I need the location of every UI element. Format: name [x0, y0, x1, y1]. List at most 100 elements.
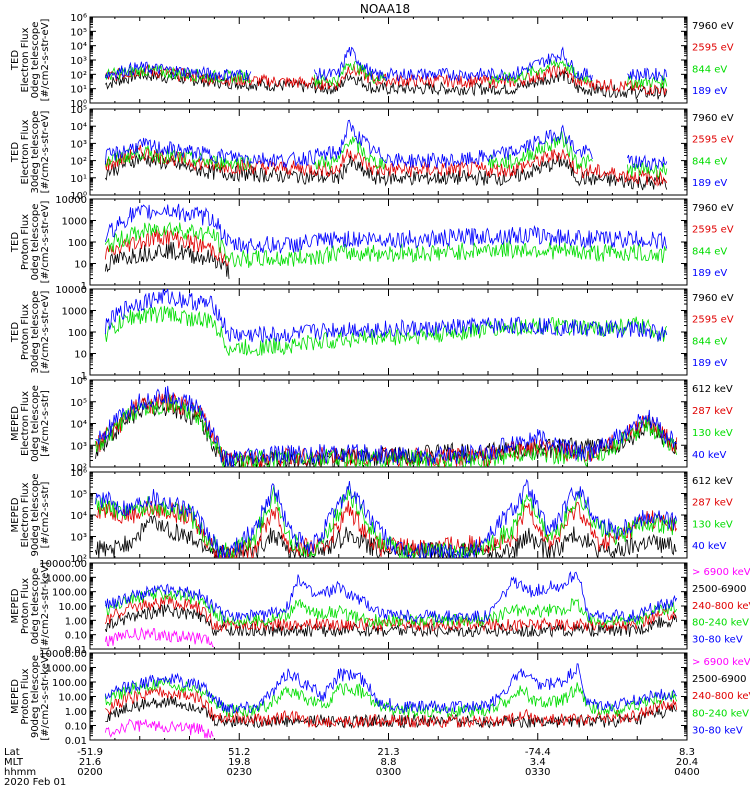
y-axis-label: TEDProton Flux0deg telescope[#/cm2-s-str… — [10, 201, 51, 284]
y-axis-label: MEPEDElectron Flux0deg telescope[#/cm2-s… — [10, 385, 51, 462]
legend-entry: 189 eV — [692, 86, 727, 97]
y-tick-label: 1000.00 — [46, 573, 87, 584]
y-tick-label: 100 — [68, 328, 87, 339]
y-tick-label: 10⁶ — [70, 376, 87, 387]
legend-entry: 40 keV — [692, 541, 726, 552]
legend-entry: 2595 eV — [692, 43, 734, 54]
series-black-trace — [104, 151, 668, 191]
series-green-trace — [95, 485, 678, 558]
y-tick-label: 10000.00 — [39, 559, 87, 570]
y-axis-label-line: Proton Flux — [20, 578, 31, 634]
series-group — [104, 571, 678, 648]
legend-entry: 844 eV — [692, 156, 727, 167]
footer-lat-value: -51.9 — [77, 747, 103, 758]
legend-entry: 612 keV — [692, 476, 733, 487]
y-axis-label-line: 0deg telescope — [30, 204, 41, 281]
legend-entry: 130 keV — [692, 428, 733, 439]
legend-entry: 240-800 keV — [692, 601, 750, 612]
y-tick-label: 10⁴ — [70, 420, 87, 431]
footer-hhmm-value: 0330 — [525, 767, 550, 778]
footer-row-label: 2020 Feb 01 — [4, 777, 66, 788]
y-tick-label: 1000.00 — [46, 664, 87, 675]
y-axis-label-line: TED — [10, 50, 21, 71]
y-axis-label-line: Proton Flux — [20, 214, 31, 270]
y-axis-label-line: [#/cm2-s-str-eV] — [40, 19, 51, 102]
y-axis-label-line: Proton Flux — [20, 304, 31, 360]
legend-entry: 287 keV — [692, 498, 733, 509]
footer-hhmm-value: 0400 — [674, 767, 699, 778]
y-axis-label-line: 90deg telescope — [30, 473, 41, 556]
series-black-trace — [104, 241, 230, 279]
y-tick-label: 1.00 — [65, 616, 87, 627]
y-tick-label: 1.00 — [65, 707, 87, 718]
y-axis-label-line: MEPED — [10, 406, 21, 441]
y-axis-label-line: [#/cm2-s-str] — [40, 390, 51, 457]
panel-frame — [89, 108, 688, 196]
y-tick-label: 1000 — [62, 217, 87, 228]
series-red-trace — [104, 595, 677, 633]
series-blue-trace — [104, 663, 677, 714]
y-axis-label-line: [#/cm2-s-str] — [40, 481, 51, 548]
legend-entry: 30-80 keV — [692, 635, 743, 646]
y-axis-label-line: TED — [10, 142, 21, 163]
y-tick-label: 10000 — [55, 285, 87, 296]
legend-entry: > 6900 keV — [692, 567, 750, 578]
series-green-trace — [104, 677, 678, 719]
series-group — [95, 385, 678, 467]
footer-mlt-value: 21.6 — [79, 757, 101, 768]
series-magenta-trace — [104, 626, 214, 648]
y-tick-label: 10¹ — [70, 85, 87, 96]
legend-entry: 287 keV — [692, 406, 733, 417]
y-tick-label: 10⁵ — [70, 27, 87, 38]
legend-entry: 844 eV — [692, 336, 727, 347]
footer-row-label: Lat — [4, 747, 20, 758]
series-red-trace — [105, 686, 678, 729]
y-tick-label: 10⁶ — [70, 13, 87, 24]
series-black-trace — [105, 696, 677, 729]
legend-entry: 189 eV — [692, 268, 727, 279]
series-group — [104, 289, 668, 356]
footer-lat-value: 51.2 — [228, 747, 250, 758]
legend-entry: 7960 eV — [692, 21, 734, 32]
series-green-trace — [104, 58, 668, 90]
footer-row-label: MLT — [4, 757, 24, 768]
y-tick-label: 10² — [70, 463, 87, 474]
y-tick-label: 10.00 — [58, 602, 87, 613]
y-axis-label-line: Electron Flux — [20, 27, 31, 92]
y-tick-label: 100 — [68, 238, 87, 249]
series-blue-trace — [95, 478, 678, 558]
series-blue-trace — [104, 119, 668, 171]
y-tick-label: 10³ — [70, 56, 87, 67]
y-tick-label: 10000 — [55, 195, 87, 206]
panel-meped-e-0: 10² 10³ 10⁴ 10⁵ 10⁶ MEPEDElectron Flux0deg te… — [10, 376, 733, 474]
y-axis-label-line: [#/cm2-s-str-keV] — [40, 562, 51, 650]
panel-ted-p-30: 1 10 100 1000 10000 TEDProton Flux30deg teles… — [10, 285, 734, 382]
footer-lat-value: -74.4 — [525, 747, 551, 758]
footer-mlt-value: 19.8 — [228, 757, 250, 768]
series-black-trace — [104, 603, 678, 638]
panel-meped-e-90: 10² 10³ 10⁴ 10⁵ 10⁶ MEPEDElectron Flux90deg t… — [10, 468, 733, 565]
y-axis-label-line: Electron Flux — [20, 391, 31, 456]
y-tick-label: 10⁵ — [70, 398, 87, 409]
y-axis-label-line: 30deg telescope — [30, 290, 41, 373]
y-tick-label: 10 — [74, 260, 87, 271]
series-group — [104, 119, 668, 191]
y-axis-label-line: [#/cm2-s-str-eV] — [40, 111, 51, 194]
panel-meped-p-0: 0.010.101.0010.00100.001000.0010000.00ME… — [10, 559, 750, 656]
panel-ted-p-0: 1 10 100 1000 10000 TEDProton Flux0deg telesc… — [10, 195, 734, 292]
series-black-trace — [95, 515, 677, 558]
series-magenta-trace — [104, 718, 214, 739]
y-axis-label-line: Proton Flux — [20, 668, 31, 724]
legend-entry: 130 keV — [692, 519, 733, 530]
y-axis-label: MEPEDProton Flux0deg telescope[#/cm2-s-s… — [10, 562, 51, 650]
y-axis-label-line: Electron Flux — [20, 119, 31, 184]
y-axis-label: MEPEDProton Flux90deg telescope[#/cm2-s-… — [10, 652, 51, 740]
footer-hhmm-value: 0300 — [376, 767, 401, 778]
y-tick-label: 10³ — [70, 533, 87, 544]
footer-hhmm-value: 0230 — [227, 767, 252, 778]
y-axis-label-line: MEPED — [10, 679, 21, 714]
y-tick-label: 10⁴ — [70, 511, 87, 522]
footer-hhmm-value: 0200 — [77, 767, 102, 778]
series-group — [104, 46, 668, 100]
